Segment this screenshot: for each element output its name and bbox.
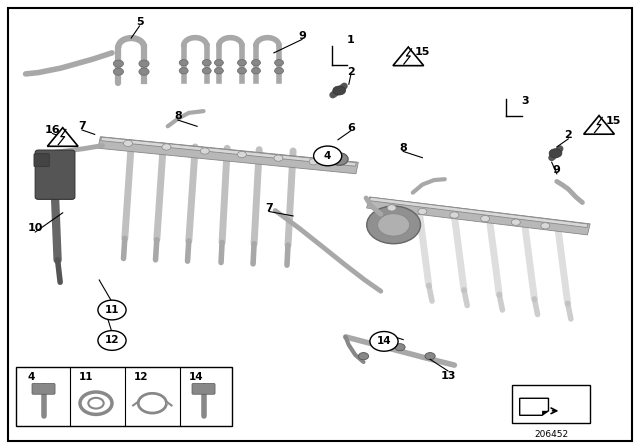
Polygon shape	[367, 197, 590, 235]
Text: 8: 8	[399, 143, 407, 153]
Text: 1: 1	[347, 35, 355, 45]
Circle shape	[88, 398, 104, 409]
Circle shape	[367, 206, 420, 244]
Text: 6: 6	[347, 123, 355, 133]
Circle shape	[541, 223, 550, 229]
Text: 5: 5	[136, 17, 143, 27]
Text: 15: 15	[415, 47, 430, 56]
Text: 3: 3	[521, 96, 529, 106]
Text: 10: 10	[28, 224, 43, 233]
FancyBboxPatch shape	[32, 383, 55, 394]
Circle shape	[309, 159, 318, 165]
Text: 9: 9	[298, 31, 306, 41]
Circle shape	[98, 300, 126, 320]
Circle shape	[237, 151, 246, 158]
Text: 12: 12	[105, 336, 119, 345]
Circle shape	[162, 144, 171, 150]
Circle shape	[275, 60, 284, 66]
Bar	[512, 385, 590, 423]
Circle shape	[202, 60, 211, 66]
Polygon shape	[542, 411, 548, 415]
Text: 2: 2	[564, 130, 572, 140]
Text: 11: 11	[79, 372, 93, 382]
Circle shape	[358, 353, 369, 360]
Circle shape	[387, 205, 396, 211]
Circle shape	[549, 149, 562, 158]
Circle shape	[330, 153, 348, 165]
Circle shape	[124, 140, 132, 146]
Circle shape	[139, 68, 149, 75]
Circle shape	[314, 146, 342, 166]
Circle shape	[139, 60, 149, 67]
Text: 13: 13	[440, 371, 456, 381]
Text: 2: 2	[347, 67, 355, 77]
FancyBboxPatch shape	[34, 154, 49, 167]
Text: 14: 14	[189, 372, 203, 382]
Circle shape	[275, 68, 284, 74]
Circle shape	[179, 68, 188, 74]
Circle shape	[370, 332, 398, 351]
Text: 4: 4	[27, 372, 35, 382]
Text: 7: 7	[78, 121, 86, 131]
Circle shape	[113, 60, 124, 67]
Circle shape	[395, 344, 405, 351]
Circle shape	[179, 60, 188, 66]
Circle shape	[481, 215, 490, 222]
Text: 8: 8	[174, 112, 182, 121]
Text: 4: 4	[324, 151, 332, 161]
Text: 9: 9	[553, 165, 561, 175]
Circle shape	[80, 392, 112, 414]
Circle shape	[425, 353, 435, 360]
Polygon shape	[520, 398, 548, 415]
Circle shape	[237, 68, 246, 74]
Text: 7: 7	[265, 203, 273, 213]
Circle shape	[252, 60, 260, 66]
Circle shape	[418, 208, 427, 215]
Circle shape	[333, 86, 346, 95]
Text: 15: 15	[605, 116, 621, 126]
Polygon shape	[100, 137, 356, 166]
Polygon shape	[393, 47, 424, 66]
Polygon shape	[369, 197, 588, 228]
Circle shape	[202, 68, 211, 74]
FancyBboxPatch shape	[35, 150, 75, 199]
Circle shape	[378, 214, 410, 236]
Circle shape	[200, 148, 209, 154]
Circle shape	[511, 219, 520, 225]
Text: 16: 16	[45, 125, 60, 135]
Text: 14: 14	[377, 336, 391, 346]
Polygon shape	[584, 116, 614, 134]
Circle shape	[450, 212, 459, 218]
Circle shape	[237, 60, 246, 66]
Bar	[16, 367, 232, 426]
Circle shape	[252, 68, 260, 74]
Circle shape	[98, 331, 126, 350]
Polygon shape	[47, 128, 78, 146]
Text: 206452: 206452	[534, 430, 568, 439]
Circle shape	[214, 60, 223, 66]
Text: 12: 12	[134, 372, 148, 382]
Circle shape	[113, 68, 124, 75]
Circle shape	[214, 68, 223, 74]
Text: 11: 11	[105, 305, 119, 315]
Polygon shape	[98, 137, 358, 174]
Circle shape	[274, 155, 283, 161]
FancyBboxPatch shape	[192, 383, 215, 394]
